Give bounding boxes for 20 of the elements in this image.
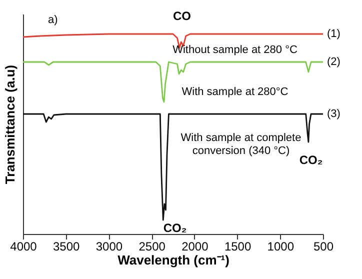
text: (1): [327, 28, 340, 40]
x-tick-label: 3500: [53, 240, 80, 254]
y-axis-title: Transmittance (a.u): [2, 64, 18, 184]
text: a): [48, 14, 58, 26]
x-tick-label: 500: [313, 240, 334, 254]
text: (2): [327, 56, 340, 68]
annotation: Without sample at 280 °C: [172, 44, 298, 56]
x-axis-title: Wavelength (cm⁻¹): [118, 252, 230, 268]
text: CO: [173, 9, 191, 23]
x-tick-label: 4000: [10, 240, 38, 254]
x-tick-label: 1000: [267, 240, 294, 254]
annotation: With sample at 280°C: [182, 86, 288, 98]
annotation: CO₂: [299, 153, 323, 167]
x-tick-label: 2500: [138, 240, 166, 254]
x-tick-label: 3000: [96, 240, 123, 254]
text: (3): [327, 108, 340, 120]
annotation: With sample at complete conversion (340 °C): [180, 132, 302, 157]
x-tick-label: 1500: [224, 240, 252, 254]
x-tick-label: 2000: [182, 240, 209, 254]
annotation: CO₂: [163, 221, 187, 235]
